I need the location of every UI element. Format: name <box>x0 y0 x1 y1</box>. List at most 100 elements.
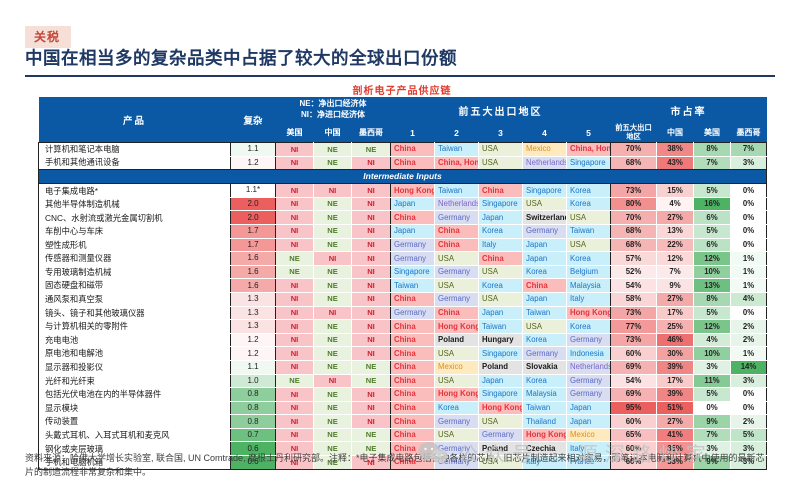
exporter-cell: USA <box>478 155 523 171</box>
net-trade-cell: NI <box>275 223 314 239</box>
exporter-cell: Poland <box>434 332 479 348</box>
exporter-cell: Italy <box>522 455 567 470</box>
net-trade-cell: NI <box>275 441 314 457</box>
col-header-share-top5: 前五大出口地区 <box>610 123 657 143</box>
share-cell: 69% <box>610 359 658 375</box>
share-cell: 0% <box>693 400 732 416</box>
exporter-cell: Germany <box>434 291 479 307</box>
exporter-cell: Korea <box>565 183 612 198</box>
exporter-cell: Korea <box>522 332 567 348</box>
share-cell: 0% <box>730 305 768 321</box>
share-cell: 3% <box>730 455 768 470</box>
table-row: 电子集成电路* 1.1* NI NI NI Hong Kong Taiwan China Sin… <box>38 183 768 198</box>
share-cell: 54% <box>610 278 658 293</box>
table-row: 光纤和光纤束 1.0 NE NI NE China USA Japan Korea Germany… <box>38 373 768 389</box>
net-trade-cell: NE <box>351 427 391 443</box>
complexity-cell: 1.1* <box>230 183 276 198</box>
share-cell: 0% <box>730 210 768 225</box>
exporter-cell: Malaysia <box>565 278 612 293</box>
exporter-cell: USA <box>434 373 479 389</box>
exporter-cell: Korea <box>478 278 523 293</box>
exporter-cell: Hong Kong <box>434 387 479 402</box>
net-trade-cell: NI <box>351 387 391 402</box>
net-trade-cell: NI <box>313 183 352 198</box>
product-cell: 其他半导体制造机械 <box>38 197 231 211</box>
exporter-cell: Germany <box>522 223 567 239</box>
exporter-cell: Japan <box>565 414 612 429</box>
exporter-cell: China <box>390 373 435 389</box>
exporter-cell: China <box>390 319 435 334</box>
share-cell: 27% <box>656 291 695 307</box>
exporter-cell: Netherlands <box>434 196 479 212</box>
table-row: 镜头、镜子和其他玻璃仪器 1.3 NI NI NI Germany China Japan Ta… <box>38 305 768 321</box>
exporter-cell: Mexico <box>522 142 567 157</box>
share-cell: 7% <box>693 427 732 443</box>
product-cell: 与计算机相关的零附件 <box>38 319 231 334</box>
share-cell: 77% <box>610 319 658 334</box>
product-cell: 包括光伏电池在内的半导体器件 <box>38 387 231 402</box>
net-trade-cell: NE <box>313 332 352 348</box>
share-cell: 52% <box>610 264 658 280</box>
net-trade-cell: NI <box>351 155 391 171</box>
share-cell: 39% <box>656 359 695 375</box>
share-cell: 3% <box>730 441 768 457</box>
product-cell: 显示模块 <box>38 401 231 415</box>
share-cell: 9% <box>656 278 695 293</box>
share-cell: 30% <box>656 346 695 361</box>
exporter-cell: Japan <box>522 251 567 266</box>
exporter-cell: Italy <box>478 237 523 253</box>
net-trade-cell: NE <box>313 196 352 212</box>
share-cell: 6% <box>693 210 732 225</box>
table-row: 充电电池 1.2 NI NE NI China Poland Hungary Korea Germ… <box>38 332 768 348</box>
product-cell: 原电池和电解池 <box>38 346 231 361</box>
complexity-cell: 0.7 <box>230 427 276 443</box>
net-trade-cell: NE <box>313 441 352 457</box>
net-trade-cell: NE <box>313 264 352 280</box>
exporter-cell: Japan <box>478 305 523 321</box>
share-cell: 3% <box>730 155 768 171</box>
product-cell: 通风泵和真空泵 <box>38 292 231 307</box>
exporter-cell: Korea <box>522 264 567 280</box>
share-cell: 73% <box>610 183 658 198</box>
exporter-cell: Germany <box>565 387 612 402</box>
net-trade-cell: NI <box>351 291 391 307</box>
exporter-cell: Netherlands <box>565 359 612 375</box>
exporter-cell: Italy <box>565 441 612 457</box>
share-cell: 60% <box>610 346 658 361</box>
exporter-cell: China <box>390 155 435 171</box>
product-cell: CNC、水射流或激光金属切割机 <box>38 210 231 225</box>
share-cell: 17% <box>656 373 695 389</box>
share-cell: 68% <box>610 237 658 253</box>
share-cell: 39% <box>656 387 695 402</box>
col-header-share-cn: 中国 <box>656 123 694 143</box>
net-trade-cell: NE <box>313 400 352 416</box>
col-header-us: 美国 <box>275 123 314 143</box>
net-trade-cell: NE <box>313 210 352 225</box>
net-trade-cell: NI <box>313 373 352 389</box>
exporter-cell: Singapore <box>522 183 567 198</box>
exporter-cell: Taiwan <box>390 278 435 293</box>
table-row: 专用玻璃制造机械 1.6 NE NE NI Singapore Germany USA Kore… <box>38 264 768 280</box>
net-trade-cell: NE <box>313 291 352 307</box>
share-cell: 1% <box>730 346 768 361</box>
table-row: 包括光伏电池在内的半导体器件 0.8 NI NE NI China Hong Kong Sin… <box>38 387 768 402</box>
exporter-cell: Germany <box>565 373 612 389</box>
share-cell: 80% <box>610 196 658 212</box>
net-trade-cell: NI <box>275 305 314 321</box>
product-cell: 镜头、镜子和其他玻璃仪器 <box>38 306 231 320</box>
net-trade-cell: NI <box>275 427 314 443</box>
exporter-cell: China <box>522 278 567 293</box>
net-trade-cell: NE <box>313 414 352 429</box>
intermediate-inputs-band: Intermediate Inputs <box>37 169 768 185</box>
exporter-cell: Japan <box>390 196 435 212</box>
exporter-cell: USA <box>434 427 479 443</box>
net-trade-cell: NI <box>351 400 391 416</box>
net-trade-cell: NI <box>351 196 391 212</box>
net-trade-cell: NE <box>313 427 352 443</box>
complexity-cell: 1.0 <box>230 373 276 389</box>
exporter-cell: France <box>565 455 612 470</box>
exporter-cell: USA <box>478 414 523 429</box>
exporter-cell: USA <box>478 142 523 157</box>
share-cell: 43% <box>656 155 695 171</box>
